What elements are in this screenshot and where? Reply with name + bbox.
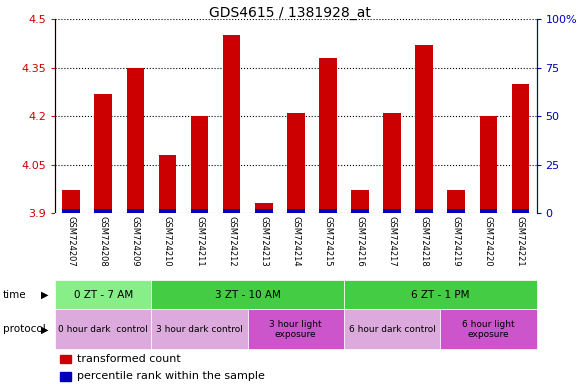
Text: percentile rank within the sample: percentile rank within the sample — [77, 371, 264, 381]
Text: 6 ZT - 1 PM: 6 ZT - 1 PM — [411, 290, 469, 300]
Bar — [344, 309, 440, 349]
Bar — [383, 113, 401, 213]
Bar — [440, 309, 536, 349]
Bar — [55, 309, 151, 349]
Text: GSM724207: GSM724207 — [67, 217, 75, 267]
Bar — [480, 209, 497, 213]
Bar — [151, 309, 248, 349]
Bar — [351, 209, 369, 213]
Text: GSM724214: GSM724214 — [291, 217, 300, 267]
Text: GSM724217: GSM724217 — [387, 217, 397, 267]
Bar — [62, 209, 80, 213]
Text: 0 hour dark  control: 0 hour dark control — [59, 325, 148, 334]
Bar — [158, 209, 176, 213]
Text: ▶: ▶ — [41, 290, 48, 300]
Bar — [287, 113, 305, 213]
Bar — [60, 355, 71, 363]
Bar — [126, 68, 144, 213]
Bar — [319, 58, 337, 213]
Text: 3 hour dark control: 3 hour dark control — [156, 325, 243, 334]
Bar — [223, 209, 241, 213]
Text: 6 hour light
exposure: 6 hour light exposure — [462, 319, 514, 339]
Bar — [287, 209, 305, 213]
Bar — [158, 155, 176, 213]
Text: GDS4615 / 1381928_at: GDS4615 / 1381928_at — [209, 6, 371, 20]
Text: GSM724219: GSM724219 — [452, 217, 461, 267]
Text: ▶: ▶ — [41, 324, 48, 334]
Bar — [480, 116, 497, 213]
Bar — [126, 209, 144, 213]
Bar — [344, 280, 536, 309]
Text: GSM724210: GSM724210 — [163, 217, 172, 267]
Text: time: time — [3, 290, 27, 300]
Text: GSM724218: GSM724218 — [420, 217, 429, 267]
Text: GSM724212: GSM724212 — [227, 217, 236, 267]
Bar — [95, 209, 112, 213]
Bar — [191, 209, 208, 213]
Text: GSM724211: GSM724211 — [195, 217, 204, 267]
Bar — [415, 209, 433, 213]
Bar — [151, 280, 344, 309]
Bar — [62, 190, 80, 213]
Text: GSM724208: GSM724208 — [99, 217, 108, 267]
Bar — [512, 84, 530, 213]
Text: GSM724220: GSM724220 — [484, 217, 493, 267]
Bar — [447, 190, 465, 213]
Bar — [60, 372, 71, 381]
Text: 6 hour dark control: 6 hour dark control — [349, 325, 436, 334]
Text: transformed count: transformed count — [77, 354, 180, 364]
Bar — [383, 209, 401, 213]
Bar — [415, 45, 433, 213]
Bar — [191, 116, 208, 213]
Text: GSM724216: GSM724216 — [356, 217, 364, 267]
Bar — [55, 280, 151, 309]
Text: GSM724215: GSM724215 — [324, 217, 332, 267]
Bar — [255, 209, 273, 213]
Text: protocol: protocol — [3, 324, 46, 334]
Bar — [95, 94, 112, 213]
Bar — [223, 35, 241, 213]
Bar — [248, 309, 344, 349]
Text: GSM724209: GSM724209 — [131, 217, 140, 267]
Text: GSM724221: GSM724221 — [516, 217, 525, 267]
Bar — [255, 204, 273, 213]
Text: GSM724213: GSM724213 — [259, 217, 268, 267]
Text: 3 ZT - 10 AM: 3 ZT - 10 AM — [215, 290, 281, 300]
Bar — [447, 209, 465, 213]
Text: 0 ZT - 7 AM: 0 ZT - 7 AM — [74, 290, 133, 300]
Bar — [319, 209, 337, 213]
Bar — [512, 209, 530, 213]
Bar — [351, 190, 369, 213]
Text: 3 hour light
exposure: 3 hour light exposure — [270, 319, 322, 339]
